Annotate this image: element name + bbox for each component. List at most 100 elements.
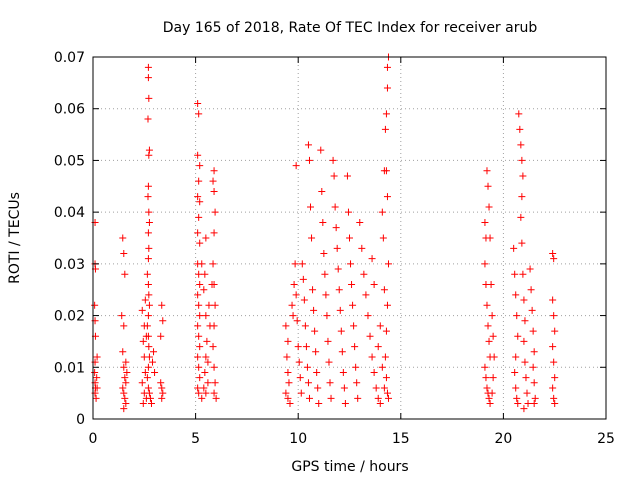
data-point (333, 244, 341, 252)
data-point (326, 379, 334, 387)
data-point (338, 348, 346, 356)
data-point (196, 312, 204, 320)
data-point (527, 286, 535, 294)
data-point (360, 270, 368, 278)
data-point (530, 348, 538, 356)
data-point (526, 265, 534, 273)
data-point (483, 301, 491, 309)
data-point (292, 162, 300, 170)
data-point (321, 270, 329, 278)
data-point (319, 218, 327, 226)
data-point (209, 260, 217, 268)
data-point (334, 265, 342, 273)
data-point (211, 208, 219, 216)
data-point (347, 260, 355, 268)
data-point (142, 332, 150, 340)
data-point (551, 399, 559, 407)
data-point (380, 286, 388, 294)
data-point (145, 291, 153, 299)
x-tick-label: 10 (289, 431, 307, 447)
data-point (123, 368, 131, 376)
data-point (483, 384, 491, 392)
data-point (121, 394, 129, 402)
data-point (201, 270, 209, 278)
data-point (350, 322, 358, 330)
data-point (144, 384, 152, 392)
data-point (320, 250, 328, 258)
data-point (376, 322, 384, 330)
data-point (522, 374, 530, 382)
data-point (353, 379, 361, 387)
x-axis-ticks: 0 5 10 15 20 25 (89, 57, 615, 447)
data-point (372, 384, 380, 392)
data-point (195, 363, 203, 371)
data-point (304, 379, 312, 387)
data-point (194, 353, 202, 361)
y-tick-label: 0.07 (54, 50, 85, 66)
data-point (358, 244, 366, 252)
data-point (212, 394, 220, 402)
x-tick-label: 15 (392, 431, 410, 447)
y-tick-label: 0.01 (54, 360, 85, 376)
data-point (210, 363, 218, 371)
data-point (481, 260, 489, 268)
data-point (550, 358, 558, 366)
data-point (158, 384, 166, 392)
y-tick-label: 0.06 (54, 102, 85, 118)
data-point (519, 172, 527, 180)
data-point (146, 394, 154, 402)
plot-frame (92, 56, 607, 420)
data-point (523, 389, 531, 397)
data-point (323, 312, 331, 320)
data-point (120, 405, 128, 413)
x-tick-label: 20 (494, 431, 512, 447)
data-point (513, 394, 521, 402)
data-point (549, 250, 557, 258)
data-point (92, 394, 100, 402)
data-point (118, 312, 126, 320)
data-point (336, 306, 344, 314)
data-point (143, 374, 151, 382)
x-tick-label: 25 (597, 431, 615, 447)
data-point (198, 260, 206, 268)
data-point (286, 399, 294, 407)
data-point (119, 348, 127, 356)
data-point (120, 363, 128, 371)
data-point (309, 286, 317, 294)
data-point (382, 327, 390, 335)
data-point (119, 234, 127, 242)
data-point (529, 327, 537, 335)
data-point (313, 368, 321, 376)
data-point (145, 146, 153, 154)
data-point (194, 100, 202, 108)
data-point (314, 384, 322, 392)
data-point (195, 177, 203, 185)
data-point (514, 332, 522, 340)
data-point (289, 312, 297, 320)
data-point (282, 322, 290, 330)
data-point (196, 374, 204, 382)
data-point (145, 208, 153, 216)
data-point (305, 394, 313, 402)
data-point (551, 327, 559, 335)
data-point (200, 384, 208, 392)
data-point (292, 291, 300, 299)
data-point (295, 358, 303, 366)
data-point (488, 389, 496, 397)
data-point (489, 374, 497, 382)
data-point (520, 337, 528, 345)
data-point (195, 389, 203, 397)
data-point (210, 229, 218, 237)
data-point (121, 270, 129, 278)
data-point (329, 156, 337, 164)
data-point (145, 389, 153, 397)
data-point (511, 368, 519, 376)
data-point (196, 281, 204, 289)
data-point (284, 368, 292, 376)
data-point (205, 301, 213, 309)
data-point (310, 306, 318, 314)
data-point (297, 389, 305, 397)
data-point (294, 343, 302, 351)
data-point (530, 399, 538, 407)
